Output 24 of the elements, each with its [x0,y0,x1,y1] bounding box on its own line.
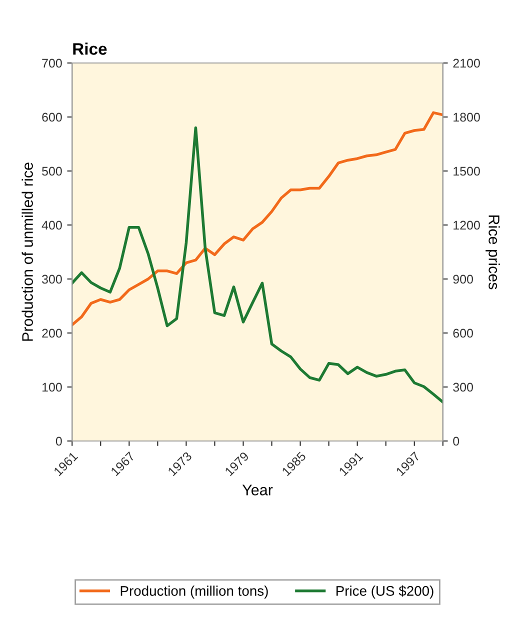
y-tick-label: 600 [42,112,62,122]
y-axis-title: Production of unmilled rice [22,162,33,341]
y2-tick-label: 900 [453,274,473,284]
y-tick-label: 500 [42,166,62,176]
y2-tick-label: 1200 [454,220,480,230]
y-tick-label: 400 [42,220,62,230]
y2-tick-label: 2100 [453,58,480,68]
y2-tick-label: 1500 [454,166,480,176]
y-tick-label: 300 [42,274,62,284]
legend-label: Production (million tons) [120,586,268,599]
y2-axis-title: Rice prices [486,215,500,290]
y-tick-label: 0 [56,436,62,446]
y2-tick-label: 0 [453,436,460,446]
x-axis-title: Year [242,484,273,496]
y-tick-label: 100 [42,382,62,392]
chart-title: Rice [73,42,107,55]
y-tick-label: 700 [42,58,62,68]
y2-tick-label: 600 [453,328,473,338]
y-tick-label: 200 [42,328,62,338]
line-series [72,126,443,404]
legend-label: Price (US $200) [336,585,434,599]
y2-tick-label: 300 [453,382,473,392]
line-series [72,111,443,326]
y2-tick-label: 1800 [454,112,480,122]
